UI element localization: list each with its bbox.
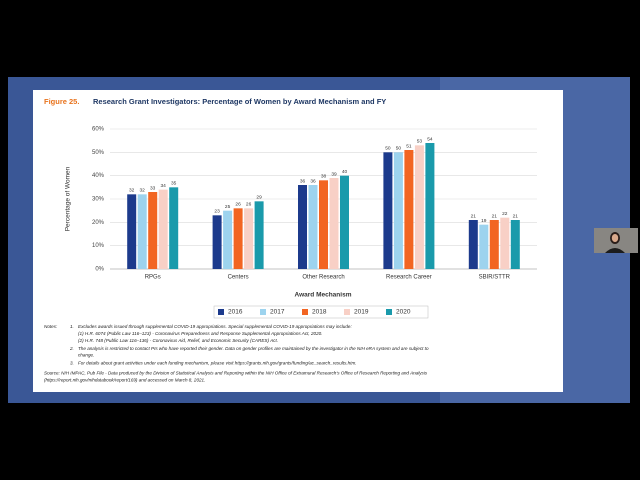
value-label: 35 — [171, 181, 177, 187]
bar — [212, 215, 222, 269]
y-tick-label: 50% — [92, 150, 105, 156]
webcam-person-body — [605, 248, 625, 253]
bar — [383, 152, 393, 269]
bar — [254, 201, 264, 269]
legend-swatch — [302, 309, 308, 315]
legend-label: 2020 — [396, 309, 411, 316]
bar — [414, 145, 424, 269]
bar — [298, 185, 307, 269]
value-label: 34 — [161, 183, 167, 189]
bar — [393, 152, 403, 269]
note-number: 3. — [70, 361, 74, 366]
source-line: (https://report.nih.gov/nihdatabook/repo… — [44, 377, 205, 382]
y-tick-label: 10% — [92, 243, 105, 249]
source-line: Source: NIH IMPAC, Pub File - Data produ… — [44, 371, 428, 376]
x-tick-label: Centers — [228, 275, 249, 281]
bar — [404, 150, 414, 269]
x-tick-label: Other Research — [302, 275, 344, 281]
value-label: 36 — [310, 178, 316, 184]
bar — [500, 217, 510, 269]
value-label: 50 — [396, 146, 402, 152]
y-tick-label: 0% — [95, 267, 104, 273]
value-label: 25 — [225, 204, 231, 210]
value-label: 32 — [140, 188, 146, 194]
legend-label: 2018 — [312, 309, 327, 316]
value-label: 38 — [321, 174, 327, 180]
value-label: 19 — [481, 218, 487, 224]
bar — [308, 185, 318, 269]
bar — [169, 187, 179, 269]
note-number: 2. — [69, 346, 74, 351]
value-label: 21 — [471, 213, 477, 219]
y-tick-label: 30% — [92, 197, 105, 203]
bar — [244, 208, 254, 269]
note-line: Excludes awards issued through supplemen… — [78, 324, 352, 329]
legend-label: 2016 — [228, 309, 243, 316]
value-label: 53 — [417, 139, 423, 145]
bar — [148, 192, 158, 269]
x-tick-label: RPGs — [145, 275, 161, 281]
value-label: 54 — [427, 136, 433, 142]
bar — [479, 224, 489, 269]
legend-label: 2019 — [354, 309, 369, 316]
value-label: 36 — [300, 178, 306, 184]
bar — [329, 178, 339, 269]
bar — [510, 220, 520, 269]
note-line: (1) H.R. 6074 (Public Law 116–123) - Cor… — [78, 331, 322, 336]
bar — [425, 143, 435, 269]
value-label: 32 — [129, 188, 135, 194]
bar — [127, 194, 137, 269]
y-tick-label: 40% — [92, 173, 105, 179]
y-tick-label: 20% — [92, 220, 105, 226]
x-axis-label: Award Mechanism — [295, 292, 352, 299]
bar — [489, 220, 499, 269]
value-label: 51 — [406, 143, 412, 149]
bar — [137, 194, 147, 269]
bar — [158, 189, 168, 269]
note-number: 1. — [70, 324, 74, 329]
bar — [468, 220, 478, 269]
x-tick-label: Research Career — [386, 275, 432, 281]
bar — [223, 210, 233, 269]
value-label: 26 — [235, 202, 241, 208]
value-label: 50 — [385, 146, 391, 152]
bar — [340, 175, 349, 269]
note-line: (2) H.R. 748 (Public Law 116–136) - Coro… — [78, 338, 278, 343]
bar — [319, 180, 328, 269]
figure-label: Figure 25. — [44, 97, 79, 106]
legend-swatch — [344, 309, 350, 315]
legend-box — [213, 305, 429, 319]
note-line: The analysis is restricted to contact PI… — [78, 346, 429, 351]
legend-swatch — [260, 309, 266, 315]
value-label: 26 — [246, 202, 252, 208]
y-axis-label: Percentage of Women — [65, 166, 72, 231]
chart-title: Research Grant Investigators: Percentage… — [93, 97, 386, 106]
y-tick-label: 60% — [92, 127, 105, 133]
value-label: 33 — [150, 185, 156, 191]
value-label: 22 — [502, 211, 508, 217]
value-label: 21 — [513, 213, 519, 219]
legend-swatch — [386, 309, 392, 315]
x-tick-label: SBIR/STTR — [479, 275, 511, 281]
value-label: 39 — [331, 171, 337, 177]
note-line: change. — [78, 353, 94, 358]
value-label: 23 — [214, 209, 220, 215]
value-label: 29 — [256, 195, 262, 201]
note-line: For details about grant activities under… — [78, 361, 357, 366]
webcam-person-face — [611, 234, 619, 242]
value-label: 40 — [342, 169, 348, 175]
legend-swatch — [218, 309, 224, 315]
bar — [233, 208, 243, 269]
legend-label: 2017 — [270, 309, 285, 316]
value-label: 21 — [492, 213, 498, 219]
notes-label: Notes: — [44, 324, 58, 329]
